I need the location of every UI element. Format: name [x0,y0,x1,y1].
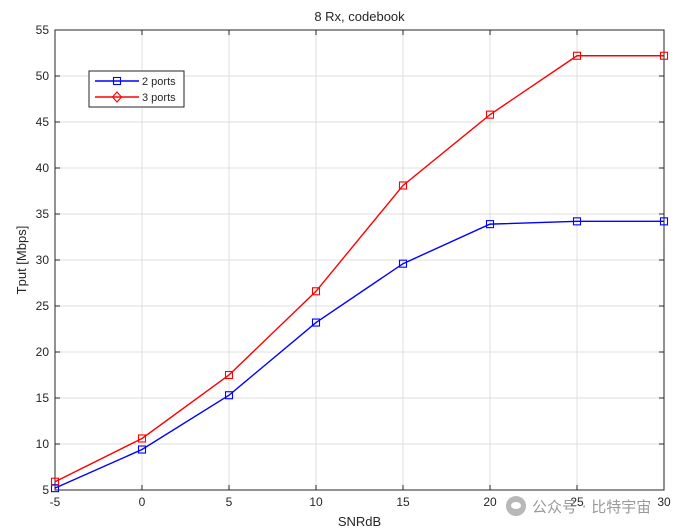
data-point [311,318,321,327]
legend: 2 ports 3 ports [88,70,185,108]
data-point [311,287,321,296]
data-point [572,217,582,226]
legend-marker [112,76,122,86]
series-line-2 [54,55,664,483]
x-tick-label: 0 [139,495,146,509]
data-point [137,445,147,454]
y-axis-label: Tput [Mbps] [14,226,29,295]
y-tick-label: 30 [36,253,50,267]
data-point [398,181,408,190]
x-tick-label: 10 [309,495,323,509]
data-point [224,391,234,400]
x-tick-label: 5 [226,495,233,509]
wechat-icon [506,496,526,516]
y-tick-label: 40 [36,161,50,175]
legend-label: 2 ports [142,76,176,88]
legend-label: 3 ports [142,92,176,104]
series-line-1 [54,220,664,489]
series-layer [50,51,669,493]
y-tick-label: 35 [36,207,50,221]
data-point [50,477,60,486]
x-tick-label: 25 [570,495,584,509]
x-axis-label: SNRdB [338,514,381,529]
legend-marker [111,91,123,103]
x-tick-label: 30 [657,495,671,509]
data-point [398,259,408,268]
data-point [50,484,60,493]
data-point [485,110,495,119]
y-tick-label: 25 [36,299,50,313]
y-tick-label: 15 [36,391,50,405]
x-tick-label: -5 [50,495,61,509]
data-point [659,51,669,60]
data-point [659,217,669,226]
legend-box [88,70,185,108]
data-point [485,220,495,229]
y-tick-label: 10 [36,437,50,451]
x-tick-label: 20 [483,495,497,509]
plot-frame [54,29,665,491]
data-point [572,51,582,60]
x-tick-label: 15 [396,495,410,509]
data-point [224,370,234,380]
axis-layer: -5 0 5 10 15 20 25 30 5 10 15 20 25 30 35 40 45 50 55 [36,23,671,509]
data-point [137,434,147,443]
watermark-text: 公众号 · 比特宇宙 [532,497,652,516]
y-tick-label: 20 [36,345,50,359]
y-tick-label: 45 [36,115,50,129]
y-tick-label: 50 [36,69,50,83]
chart-title: 8 Rx, codebook [314,9,405,24]
y-tick-label: 5 [42,483,49,497]
watermark: 公众号 · 比特宇宙 [506,493,692,519]
y-tick-label: 55 [36,23,50,37]
